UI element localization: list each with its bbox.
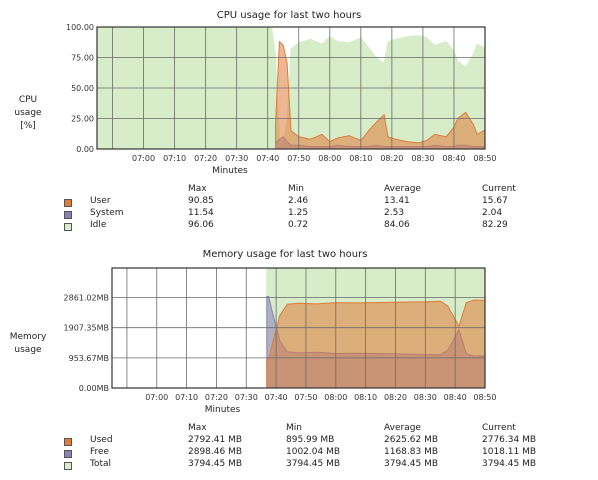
header-min: Min [286,423,302,433]
user-swatch-icon [64,199,72,207]
memory-x-tick-label: 08:10 [354,393,377,402]
cpu-y-tick-label: 75.00 [71,54,94,63]
stat-min: 1002.04 MB [286,447,341,457]
stat-average: 3794.45 MB [384,459,439,469]
free-swatch-icon [64,450,72,458]
memory-ylabel-line-2: usage [14,345,42,355]
stat-current: 82.29 [482,220,508,230]
legend-label: Idle [90,220,107,230]
legend-label: User [90,196,111,206]
cpu-y-tick-label: 25.00 [71,115,94,124]
memory-x-tick-label: 07:00 [145,393,168,402]
memory-y-tick-label: 1907.35MB [64,324,109,333]
memory-x-tick-label: 08:50 [473,393,496,402]
stat-current: 1018.11 MB [482,447,537,457]
cpu-series-user [275,40,486,150]
stat-average: 84.06 [384,220,410,230]
cpu-x-tick-label: 07:30 [225,154,248,163]
memory-x-tick-label: 07:50 [294,393,317,402]
stat-min: 895.99 MB [286,435,335,445]
cpu-ylabel-line-1: CPU [18,95,38,105]
memory-x-axis-title: Minutes [204,405,241,415]
legend-label: System [90,208,124,218]
cpu-x-tick-label: 07:40 [256,154,279,163]
memory-plot-border [111,267,486,389]
header-max: Max [188,423,207,433]
cpu-chart: 0.00 25.00 50.00 75.00 100.00 07:00 07:10 07:20… [66,23,497,163]
memory-x-tick-label: 08:00 [324,393,347,402]
cpu-y-tick-label: 100.00 [66,23,94,32]
stat-max: 2898.46 MB [188,447,243,457]
stat-max: 90.85 [188,196,214,206]
stat-min: 0.72 [288,220,309,230]
cpu-x-tick-label: 08:30 [411,154,434,163]
memory-series-used [266,299,486,389]
cpu-y-tick-label: 50.00 [71,84,94,93]
memory-y-tick-label: 0.00MB [79,384,109,393]
stat-max: 11.54 [188,208,214,218]
cpu-x-tick-label: 08:00 [318,154,341,163]
header-current: Current [482,184,516,194]
stat-average: 2625.62 MB [384,435,439,445]
cpu-x-tick-label: 07:50 [287,154,310,163]
header-min: Min [288,184,304,194]
cpu-x-tick-label: 07:20 [194,154,217,163]
header-average: Average [384,423,421,433]
memory-x-tick-label: 07:40 [265,393,288,402]
memory-x-tick-label: 07:20 [205,393,228,402]
header-max: Max [188,184,207,194]
header-average: Average [384,184,421,194]
cpu-plot-border [96,26,486,150]
legend-label: Used [90,435,113,445]
cpu-x-tick-label: 08:50 [473,154,496,163]
memory-chart-title: Memory usage for last two hours [202,249,368,260]
stat-current: 15.67 [482,196,508,206]
legend-label: Total [90,459,112,469]
stat-current: 3794.45 MB [482,459,537,469]
used-swatch-icon [64,438,72,446]
stat-min: 2.46 [288,196,309,206]
stat-min: 1.25 [288,208,309,218]
cpu-x-tick-label: 07:00 [132,154,155,163]
memory-chart: 0.00MB 953.67MB 1907.35MB 2861.02MB 07:00 07:… [64,267,497,402]
stat-min: 3794.45 MB [286,459,341,469]
cpu-chart-title: CPU usage for last two hours [216,10,362,21]
stat-max: 2792.41 MB [188,435,243,445]
cpu-ylabel-line-2: usage [14,108,42,118]
memory-x-tick-label: 08:20 [384,393,407,402]
memory-x-tick-label: 07:30 [235,393,258,402]
memory-x-tick-label: 07:10 [175,393,198,402]
stat-average: 2.53 [384,208,405,218]
stat-max: 96.06 [188,220,214,230]
memory-y-axis-label: Memory usage [0,331,56,357]
cpu-x-tick-label: 08:20 [380,154,403,163]
stat-current: 2.04 [482,208,503,218]
cpu-y-axis-label: CPU usage [%] [8,94,48,133]
idle-swatch-icon [64,223,72,231]
legend-label: Free [90,447,110,457]
stat-average: 1168.83 MB [384,447,439,457]
stat-current: 2776.34 MB [482,435,537,445]
header-current: Current [482,423,516,433]
system-swatch-icon [64,211,72,219]
stat-max: 3794.45 MB [188,459,243,469]
cpu-x-tick-label: 08:40 [442,154,465,163]
memory-x-tick-label: 08:40 [444,393,467,402]
cpu-x-axis-title: Minutes [212,166,248,176]
cpu-y-tick-label: 0.00 [76,145,94,154]
total-swatch-icon [64,462,72,470]
memory-ylabel-line-1: Memory [9,332,47,342]
stat-average: 13.41 [384,196,410,206]
cpu-ylabel-line-3: [%] [20,121,36,131]
memory-y-tick-label: 953.67MB [69,354,109,363]
memory-y-tick-label: 2861.02MB [64,294,109,303]
memory-x-tick-label: 08:30 [414,393,437,402]
cpu-x-tick-label: 07:10 [163,154,186,163]
cpu-x-tick-label: 08:10 [349,154,372,163]
